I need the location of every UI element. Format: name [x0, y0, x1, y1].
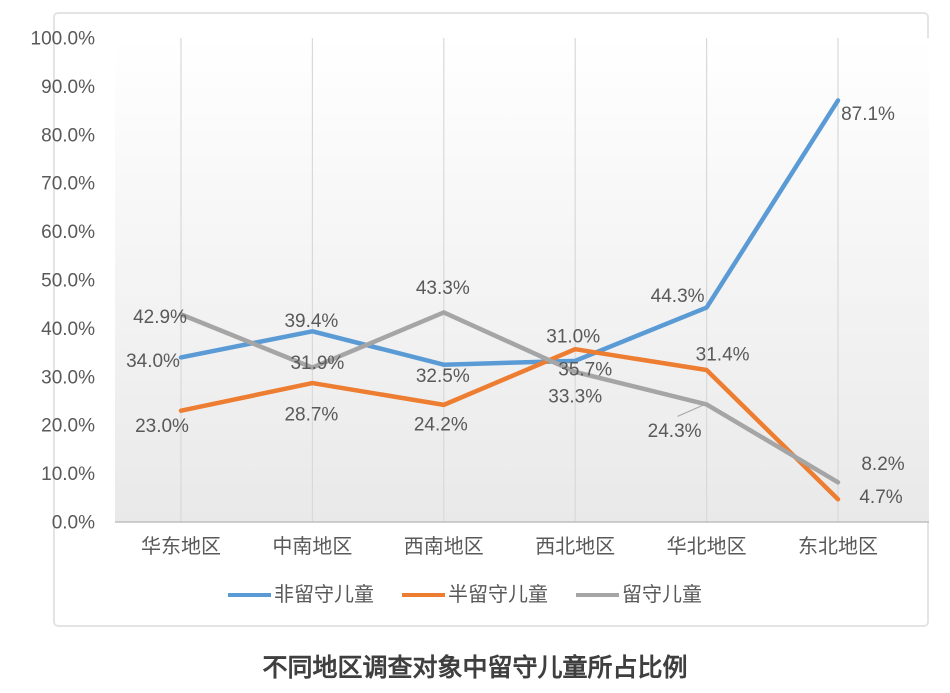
- data-label: 24.2%: [414, 414, 468, 435]
- legend-item-half-left-behind: 半留守儿童: [402, 583, 548, 607]
- x-category-label: 华北地区: [667, 535, 747, 558]
- data-label: 34.0%: [126, 351, 180, 372]
- legend-swatch-blue-line: [228, 593, 271, 597]
- data-label: 4.7%: [859, 487, 902, 508]
- y-tick-label: 80.0%: [41, 125, 95, 146]
- x-category-label: 西南地区: [404, 535, 484, 558]
- data-label: 35.7%: [558, 360, 612, 381]
- data-label: 31.0%: [546, 326, 600, 347]
- data-label: 44.3%: [651, 286, 705, 307]
- legend-item-left-behind: 留守儿童: [576, 583, 702, 607]
- y-tick-label: 10.0%: [41, 464, 95, 485]
- series-line-0: [178, 98, 841, 367]
- y-tick-label: 100.0%: [31, 29, 96, 50]
- data-label: 43.3%: [416, 278, 470, 299]
- data-label: 87.1%: [841, 104, 895, 125]
- data-label: 31.9%: [290, 353, 344, 374]
- legend-swatch-gray-line: [576, 593, 619, 597]
- y-tick-label: 20.0%: [41, 416, 95, 437]
- y-tick-label: 70.0%: [41, 174, 95, 195]
- data-label: 33.3%: [548, 386, 602, 407]
- data-label: 28.7%: [284, 405, 338, 426]
- y-tick-label: 60.0%: [41, 222, 95, 243]
- data-label: 32.5%: [416, 366, 470, 387]
- data-label: 8.2%: [861, 454, 904, 475]
- data-label: 31.4%: [696, 345, 750, 366]
- y-tick-label: 50.0%: [41, 271, 95, 292]
- chart-title: 不同地区调查对象中留守儿童所占比例: [262, 654, 688, 682]
- x-category-label: 中南地区: [272, 535, 352, 558]
- data-label: 39.4%: [284, 311, 338, 332]
- y-tick-label: 90.0%: [41, 77, 95, 98]
- legend: 非留守儿童 半留守儿童 留守儿童: [228, 583, 702, 607]
- legend-label: 非留守儿童: [274, 584, 374, 606]
- data-label: 24.3%: [648, 421, 702, 442]
- legend-label: 半留守儿童: [448, 584, 548, 606]
- legend-label: 留守儿童: [622, 584, 702, 606]
- x-category-label: 华东地区: [141, 535, 221, 558]
- series-line-2: [178, 310, 841, 485]
- x-category-label: 西北地区: [535, 535, 615, 558]
- label-leader-line: [677, 404, 703, 417]
- y-tick-label: 30.0%: [41, 367, 95, 388]
- data-label: 42.9%: [133, 307, 187, 328]
- y-tick-label: 0.0%: [52, 513, 95, 534]
- data-label: 23.0%: [135, 416, 189, 437]
- legend-item-non-left-behind: 非留守儿童: [228, 583, 374, 607]
- plot-area: [115, 38, 929, 522]
- series-line-1: [178, 346, 841, 502]
- y-tick-label: 40.0%: [41, 319, 95, 340]
- legend-swatch-orange-line: [402, 593, 445, 597]
- x-category-label: 东北地区: [798, 535, 878, 558]
